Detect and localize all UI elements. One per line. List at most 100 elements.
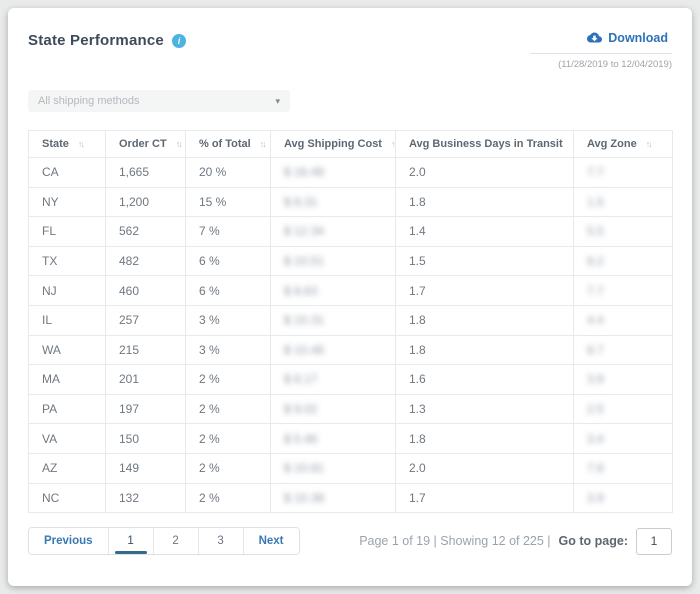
table-cell-order_ct: 1,665 (105, 157, 186, 188)
table-row: CA 1,665 20 % $ 16.49 2.0 7.7 (28, 157, 673, 188)
table-cell-avg_days_in_transit: 1.8 (395, 186, 574, 218)
table-cell-state: PA (28, 393, 106, 425)
column-header-avg_shipping_cost[interactable]: Avg Shipping Cost ↑↓ (270, 130, 396, 158)
table-cell-avg_days_in_transit: 1.5 (395, 245, 574, 277)
column-header-avg_days_in_transit[interactable]: Avg Business Days in Transit ↑↓ (395, 130, 574, 158)
table-cell-avg_zone: 4.4 (573, 304, 673, 336)
table-cell-avg_days_in_transit: 1.8 (395, 304, 574, 336)
previous-page-button[interactable]: Previous (29, 528, 108, 555)
table-cell-order_ct: 562 (105, 216, 186, 247)
table-cell-pct_of_total: 2 % (185, 364, 271, 395)
column-header-order_ct[interactable]: Order CT ↑↓ (105, 130, 186, 158)
table-cell-pct_of_total: 2 % (185, 452, 271, 484)
table-row: NJ 460 6 % $ 8.63 1.7 7.7 (28, 275, 673, 306)
blurred-value: 2.5 (587, 402, 604, 417)
blurred-value: 8.7 (587, 342, 604, 357)
table-cell-avg_zone: 7.8 (573, 452, 673, 484)
table-cell-pct_of_total: 2 % (185, 423, 271, 454)
blurred-value: 3.9 (587, 490, 604, 505)
page-title: State Performance (28, 32, 164, 49)
table-cell-order_ct: 201 (105, 364, 186, 395)
blurred-value: $ 16.49 (284, 165, 325, 180)
page-button-3[interactable]: 3 (197, 528, 243, 555)
sort-icon[interactable]: ↑↓ (572, 139, 573, 149)
download-button[interactable]: Download (583, 28, 672, 47)
blurred-value: $ 5.46 (284, 431, 318, 446)
page-summary: Page 1 of 19 | Showing 12 of 225 | (359, 534, 551, 549)
column-header-pct_of_total[interactable]: % of Total ↑↓ (185, 130, 271, 158)
table-cell-avg_zone: 3.9 (573, 482, 673, 514)
page-button-2[interactable]: 2 (152, 528, 198, 555)
goto-page-input[interactable] (636, 527, 672, 555)
table-cell-pct_of_total: 2 % (185, 482, 271, 514)
table-cell-avg_days_in_transit: 1.6 (395, 364, 574, 395)
table-cell-avg_zone: 3.9 (573, 364, 673, 395)
table-header-row: State ↑↓ Order CT ↑↓% of Total ↑↓ Avg Shippin… (28, 130, 673, 158)
blurred-value: 5.5 (587, 224, 604, 239)
cloud-download-icon (587, 30, 603, 45)
blurred-value: $ 10.81 (284, 461, 325, 476)
table-cell-state: TX (28, 245, 106, 277)
blurred-value: 4.4 (587, 313, 604, 328)
table-cell-avg_shipping_cost: $ 10.38 (270, 482, 396, 514)
sort-icon[interactable]: ↑↓ (259, 139, 267, 149)
state-performance-table: State ↑↓ Order CT ↑↓% of Total ↑↓ Avg Shippin… (28, 130, 673, 514)
blurred-value: $ 8.17 (284, 372, 318, 387)
table-cell-order_ct: 460 (105, 275, 186, 306)
table-cell-pct_of_total: 15 % (185, 186, 271, 218)
table-row: AZ 149 2 % $ 10.81 2.0 7.8 (28, 452, 673, 484)
card-header: State Performance i Download (11/28/2019… (28, 28, 672, 70)
table-cell-state: NJ (28, 275, 106, 306)
shipping-method-select[interactable]: All shipping methods ▾ (28, 90, 290, 112)
table-cell-avg_shipping_cost: $ 10.46 (270, 334, 396, 366)
sort-icon[interactable]: ↑↓ (390, 139, 396, 149)
table-cell-avg_days_in_transit: 2.0 (395, 452, 574, 484)
table-row: TX 482 6 % $ 10.51 1.5 8.2 (28, 245, 673, 277)
table-cell-avg_shipping_cost: $ 10.81 (270, 452, 396, 484)
table-cell-order_ct: 1,200 (105, 186, 186, 218)
table-cell-state: CA (28, 157, 106, 188)
column-label: Order CT (119, 138, 167, 150)
table-cell-pct_of_total: 3 % (185, 334, 271, 366)
column-header-state[interactable]: State ↑↓ (28, 130, 106, 158)
table-cell-avg_shipping_cost: $ 5.46 (270, 423, 396, 454)
table-cell-avg_zone: 1.5 (573, 186, 673, 218)
table-cell-pct_of_total: 20 % (185, 157, 271, 188)
column-label: Avg Shipping Cost (284, 138, 382, 150)
sort-icon[interactable]: ↑↓ (645, 139, 653, 149)
table-cell-avg_shipping_cost: $ 10.31 (270, 304, 396, 336)
blurred-value: 3.4 (587, 431, 604, 446)
goto-page-label: Go to page: (558, 534, 628, 549)
table-cell-state: NC (28, 482, 106, 514)
sort-icon[interactable]: ↑↓ (77, 139, 85, 149)
next-page-button[interactable]: Next (242, 528, 299, 555)
table-cell-avg_zone: 8.2 (573, 245, 673, 277)
blurred-value: $ 8.63 (284, 283, 318, 298)
table-cell-state: MA (28, 364, 106, 395)
column-label: Avg Zone (587, 138, 637, 150)
table-cell-avg_zone: 3.4 (573, 423, 673, 454)
blurred-value: 3.9 (587, 372, 604, 387)
table-cell-pct_of_total: 7 % (185, 216, 271, 247)
table-cell-order_ct: 150 (105, 423, 186, 454)
pagination: Previous 1 2 3 Next (28, 527, 300, 556)
sort-icon[interactable]: ↑↓ (175, 139, 183, 149)
table-cell-avg_shipping_cost: $ 8.31 (270, 186, 396, 218)
table-cell-order_ct: 257 (105, 304, 186, 336)
table-cell-state: VA (28, 423, 106, 454)
date-range: (11/28/2019 to 12/04/2019) (558, 59, 672, 70)
table-cell-state: AZ (28, 452, 106, 484)
page-button-1[interactable]: 1 (107, 528, 153, 555)
info-icon[interactable]: i (171, 33, 186, 48)
table-cell-avg_zone: 5.5 (573, 216, 673, 247)
card-footer: Previous 1 2 3 Next Page 1 of 19 | Showing 1… (28, 527, 672, 556)
table-cell-avg_shipping_cost: $ 12.34 (270, 216, 396, 247)
table-cell-avg_days_in_transit: 1.3 (395, 393, 574, 425)
table-cell-avg_days_in_transit: 1.4 (395, 216, 574, 247)
table-cell-state: NY (28, 186, 106, 218)
column-header-avg_zone[interactable]: Avg Zone ↑↓ (573, 130, 673, 158)
table-cell-pct_of_total: 6 % (185, 245, 271, 277)
table-row: PA 197 2 % $ 9.02 1.3 2.5 (28, 393, 673, 425)
blurred-value: $ 10.46 (284, 342, 325, 357)
table-cell-avg_zone: 2.5 (573, 393, 673, 425)
